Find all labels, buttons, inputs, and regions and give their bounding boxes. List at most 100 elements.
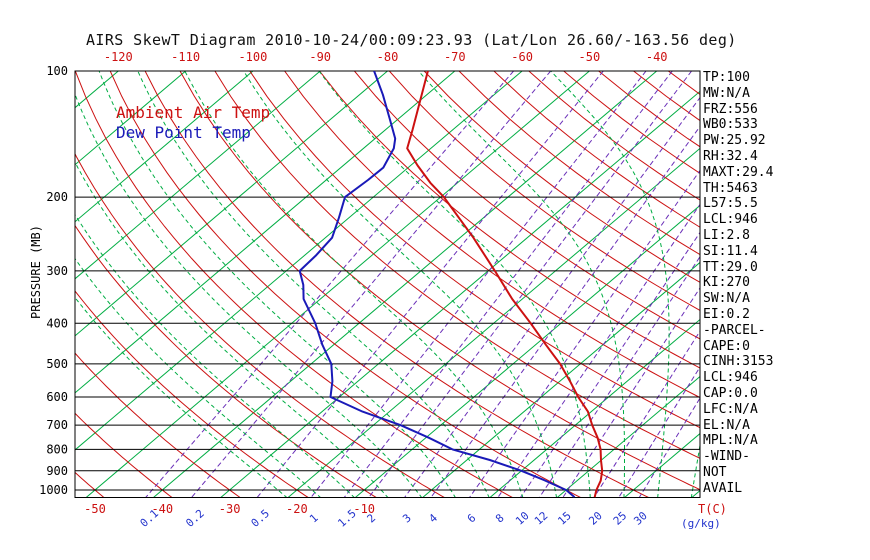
stat-line: EL:N/A (703, 417, 750, 433)
moist-adiabat-line (75, 92, 423, 498)
moist-adiabat-line (98, 71, 456, 498)
pressure-tick-label: 700 (46, 418, 68, 432)
dry-adiabat-line (458, 71, 700, 256)
pressure-tick-label: 500 (46, 357, 68, 371)
moist-adiabat-line (75, 257, 322, 498)
dry-adiabat-line (75, 412, 173, 498)
top-temp-tick-label: -90 (309, 50, 331, 64)
bottom-temp-tick-label: -50 (84, 502, 106, 516)
dry-adiabat-line (179, 71, 700, 491)
dry-adiabat-line (75, 352, 241, 498)
stat-line: WB0:533 (703, 117, 758, 133)
dry-adiabat-line (249, 71, 700, 429)
stat-line: FRZ:556 (703, 101, 758, 117)
pressure-tick-label: 200 (46, 190, 68, 204)
stat-line: LCL:946 (703, 370, 758, 386)
isotherm-line (75, 71, 186, 166)
isotherm-line (355, 204, 700, 498)
isotherm-line (220, 90, 700, 498)
pressure-tick-label: 400 (46, 316, 68, 330)
stat-line: MW:N/A (703, 85, 750, 101)
pressure-tick-label: 600 (46, 390, 68, 404)
top-temp-tick-label: -60 (511, 50, 533, 64)
mixing-ratio-line (538, 255, 700, 498)
plot-frame (74, 70, 701, 498)
stat-line: KI:270 (703, 275, 750, 291)
stat-line: NOT (703, 464, 727, 480)
moist-adiabat-line (75, 296, 288, 498)
stat-line: -WIND- (703, 449, 750, 465)
isotherm-line (75, 71, 456, 394)
top-temp-tick-label: -40 (646, 50, 668, 64)
stat-line: TP:100 (703, 70, 750, 85)
pressure-tick-label: 100 (46, 64, 68, 78)
dry-adiabat-line (75, 71, 514, 498)
stat-line: CINH:3153 (703, 354, 774, 370)
pressure-axis-label: PRESSURE (MB) (29, 225, 43, 319)
dry-adiabat-line (388, 71, 700, 312)
stat-line: SI:11.4 (703, 243, 758, 259)
isotherm-line (287, 147, 700, 498)
isotherm-line (75, 71, 523, 451)
dry-adiabat-line (354, 71, 700, 340)
mixing-ratio-tick-label: 2 (365, 511, 379, 525)
bottom-temp-tick-label: -10 (353, 502, 375, 516)
isotherm-line (422, 261, 700, 498)
moist-adiabat-line (75, 213, 355, 498)
mixing-ratio-tick-label: 4 (426, 511, 440, 525)
mixing-ratio-line (638, 397, 700, 498)
isotherm-line (75, 71, 254, 223)
mixing-ratio-tick-label: 6 (465, 511, 479, 525)
dry-adiabat-line (75, 224, 378, 498)
pressure-tick-label: 1000 (39, 483, 68, 497)
mixing-ratio-tick-label: 12 (532, 509, 551, 528)
moist-adiabat-line (759, 71, 870, 498)
mixing-ratio-tick-label: 0.2 (183, 507, 206, 530)
stats-panel: TP:100 MW:N/A FRZ:556 WB0:533 PW:25.92 RH:32.… (703, 70, 773, 497)
mixing-ratio-tick-label: 0.5 (249, 507, 272, 530)
mixing-ratio-line (430, 125, 700, 498)
mixing-ratio-tick-label: 8 (493, 511, 507, 525)
dry-adiabat-line (75, 290, 310, 498)
dry-adiabat-line (75, 471, 105, 498)
bottom-temp-tick-label: -40 (151, 502, 173, 516)
top-temp-tick-label: -50 (579, 50, 601, 64)
mixing-ratio-line (191, 71, 552, 498)
moist-adiabat-line (137, 71, 490, 498)
pressure-tick-label: 300 (46, 264, 68, 278)
stat-line: -PARCEL- (703, 322, 766, 338)
stat-line: TT:29.0 (703, 259, 758, 275)
mixing-ratio-tick-label: 30 (631, 509, 650, 528)
isotherm-line (556, 375, 700, 498)
stat-line: AVAIL (703, 480, 743, 496)
dry-adiabat-line (284, 71, 700, 399)
isotherm-line (85, 71, 590, 498)
stat-line: SW:N/A (703, 291, 750, 307)
top-temp-tick-label: -120 (104, 50, 133, 64)
moist-adiabat-line (690, 442, 700, 498)
dry-adiabat-line (319, 71, 700, 369)
mixing-ratio-line (368, 71, 693, 498)
mixing-ratio-line (497, 203, 700, 498)
moist-adiabat-line (550, 71, 670, 498)
pressure-tick-label: 800 (46, 442, 68, 456)
stat-line: CAPE:0 (703, 338, 750, 354)
dry-adiabat-line (423, 71, 700, 283)
bottom-temp-tick-label: -30 (219, 502, 241, 516)
isotherm-line (153, 71, 658, 498)
mixing-ratio-tick-label: 25 (611, 509, 630, 528)
mixing-ratio-line (145, 71, 514, 498)
stat-line: RH:32.4 (703, 148, 758, 164)
top-temp-tick-label: -80 (377, 50, 399, 64)
stat-line: MAXT:29.4 (703, 164, 774, 180)
dry-adiabat-line (144, 71, 650, 498)
stat-line: EI:0.2 (703, 306, 750, 322)
moist-adiabat-line (75, 161, 389, 498)
mixing-ratio-line (562, 287, 700, 498)
mixing-ratio-line (310, 71, 647, 498)
top-temp-tick-label: -110 (171, 50, 200, 64)
moist-adiabat-line (243, 71, 558, 498)
dry-adiabat-line (75, 152, 446, 498)
